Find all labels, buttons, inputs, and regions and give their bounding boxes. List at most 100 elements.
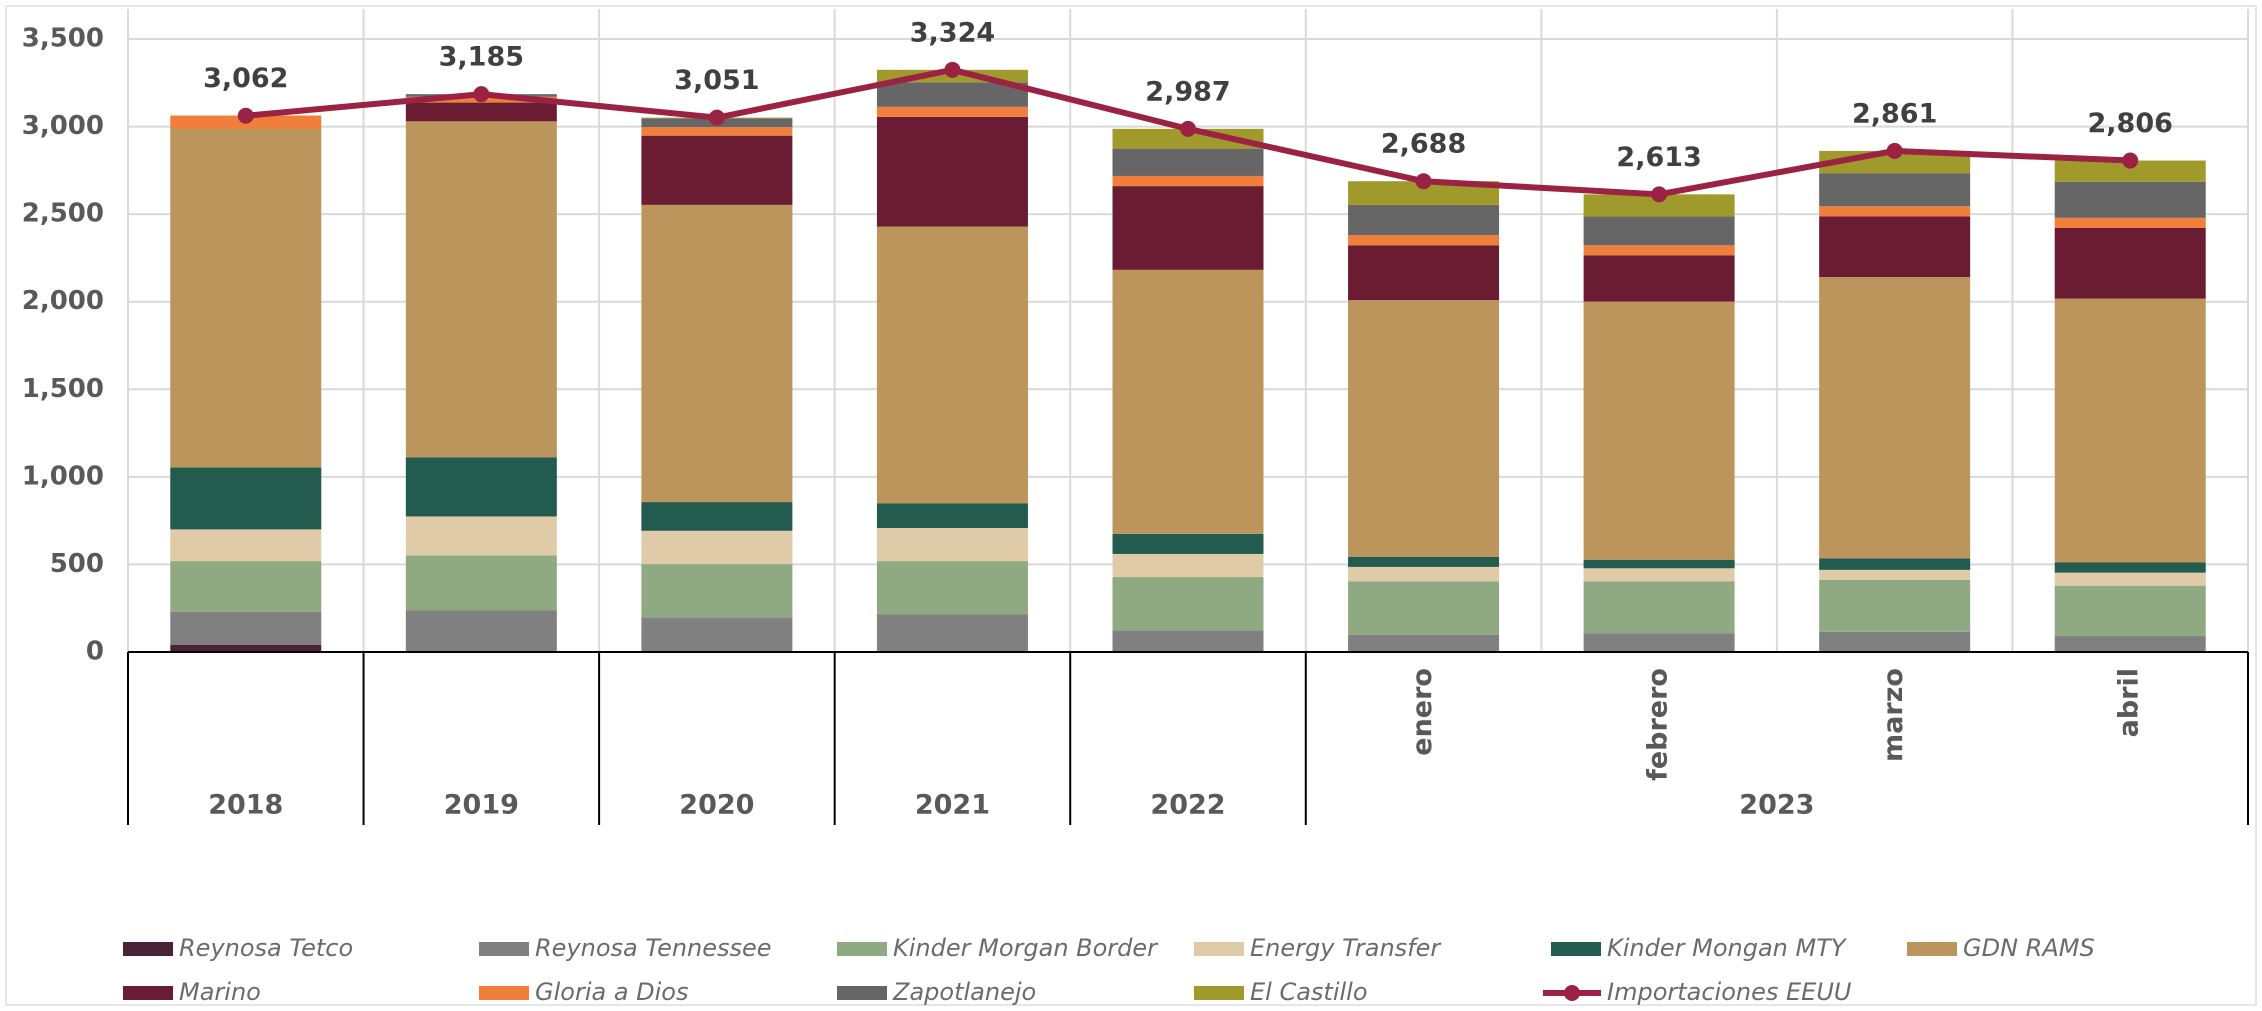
bar-segment: [2054, 636, 2206, 652]
bar-segment: [1819, 173, 1971, 207]
legend-label: GDN RAMS: [1963, 934, 2095, 962]
bar-segment: [1348, 556, 1500, 567]
legend-label: Kinder Mongan MTY: [1607, 934, 1848, 962]
legend-label: El Castillo: [1250, 978, 1368, 1006]
legend-label: Zapotlanejo: [892, 978, 1036, 1006]
bar-segment: [2054, 160, 2206, 182]
bar-segment: [2054, 217, 2206, 228]
bar-segment: [1583, 633, 1735, 652]
bar-segment: [1583, 568, 1735, 582]
y-tick-label: 2,500: [22, 199, 104, 229]
bar-segment: [1112, 553, 1264, 578]
bar-segment: [641, 530, 793, 565]
bar-segment: [405, 516, 557, 556]
bar-segment: [2054, 562, 2206, 573]
bar-segment: [641, 135, 793, 205]
x-tick-label: 2022: [1150, 790, 1225, 821]
bar-segment: [876, 561, 1028, 615]
bar-segment: [1583, 245, 1735, 256]
bar-segment: [1348, 581, 1500, 635]
bar-segment: [641, 502, 793, 531]
line-point: [237, 107, 254, 124]
x-tick-label: 2018: [208, 790, 283, 821]
y-tick-label: 0: [86, 637, 104, 667]
bar-segment: [2054, 572, 2206, 586]
legend-label: Reynosa Tetco: [179, 934, 353, 962]
bar-segment: [876, 614, 1028, 652]
legend-swatch: [1564, 985, 1580, 1001]
bar-segment: [170, 467, 322, 530]
bar-segment: [1112, 577, 1264, 631]
bar-segment: [405, 121, 557, 458]
x-tick-label: 2021: [915, 790, 990, 821]
bar-segment: [2054, 181, 2206, 218]
legend-label: Importaciones EEUU: [1607, 978, 1852, 1006]
bar-segment: [2054, 227, 2206, 299]
data-label: 3,324: [910, 17, 995, 48]
x-tick-label: 2019: [444, 790, 519, 821]
y-tick-label: 3,500: [22, 24, 104, 54]
legend-swatch: [123, 942, 173, 956]
legend-swatch: [479, 986, 529, 1000]
bar-segment: [1348, 300, 1500, 557]
bar-segment: [1583, 581, 1735, 634]
bar-segment: [1348, 566, 1500, 582]
x-tick-label: febrero: [1643, 668, 1674, 781]
y-tick-label: 500: [50, 549, 104, 579]
x-group-label: 2023: [1739, 790, 1814, 821]
bar-segment: [1112, 128, 1264, 149]
legend-swatch: [1194, 942, 1244, 956]
line-point: [2122, 152, 2139, 169]
legend-swatch: [479, 942, 529, 956]
line-point: [1415, 173, 1432, 190]
bar-segment: [876, 82, 1028, 107]
legend-swatch: [837, 986, 887, 1000]
legend-swatch: [1551, 942, 1601, 956]
y-tick-label: 2,000: [22, 286, 104, 316]
legend-label: Reynosa Tennessee: [535, 934, 772, 962]
y-tick-label: 1,500: [22, 374, 104, 404]
bar-segment: [1583, 216, 1735, 246]
x-tick-label: abril: [2114, 668, 2145, 737]
bar-segment: [170, 529, 322, 562]
bar-segment: [1819, 631, 1971, 652]
bar-segment: [170, 561, 322, 612]
bar-segment: [876, 527, 1028, 562]
data-label: 2,688: [1381, 129, 1466, 160]
bar-segment: [1583, 301, 1735, 560]
x-tick-label: marzo: [1878, 668, 1909, 762]
bar-segment: [1348, 235, 1500, 246]
bar-segment: [2054, 298, 2206, 563]
bar-segment: [1583, 255, 1735, 302]
bar-segment: [1348, 634, 1500, 652]
y-tick-label: 3,000: [22, 111, 104, 141]
bar-segment: [641, 127, 793, 136]
legend-label: Energy Transfer: [1250, 934, 1442, 962]
bar-segment: [1819, 277, 1971, 559]
bar-segment: [641, 564, 793, 618]
legend-swatch: [837, 942, 887, 956]
bar-segment: [876, 116, 1028, 227]
data-label: 3,185: [439, 42, 524, 73]
data-label: 2,987: [1145, 76, 1230, 107]
bar-segment: [1819, 206, 1971, 217]
bar-segment: [405, 457, 557, 517]
data-label: 3,051: [674, 65, 759, 96]
y-tick-label: 1,000: [22, 461, 104, 491]
bar-segment: [1348, 245, 1500, 301]
line-point: [944, 61, 961, 78]
x-tick-label: enero: [1407, 668, 1438, 756]
bar-segment: [1112, 186, 1264, 270]
legend-label: Gloria a Dios: [535, 978, 689, 1006]
legend-swatch: [1907, 942, 1957, 956]
data-label: 3,062: [203, 63, 288, 94]
legend-swatch: [123, 986, 173, 1000]
bar-segment: [641, 617, 793, 652]
bar-segment: [1348, 181, 1500, 205]
bar-segment: [1819, 569, 1971, 580]
line-point: [708, 109, 725, 126]
bar-segment: [170, 128, 322, 468]
bar-segment: [1112, 148, 1264, 176]
bar-segment: [405, 555, 557, 611]
